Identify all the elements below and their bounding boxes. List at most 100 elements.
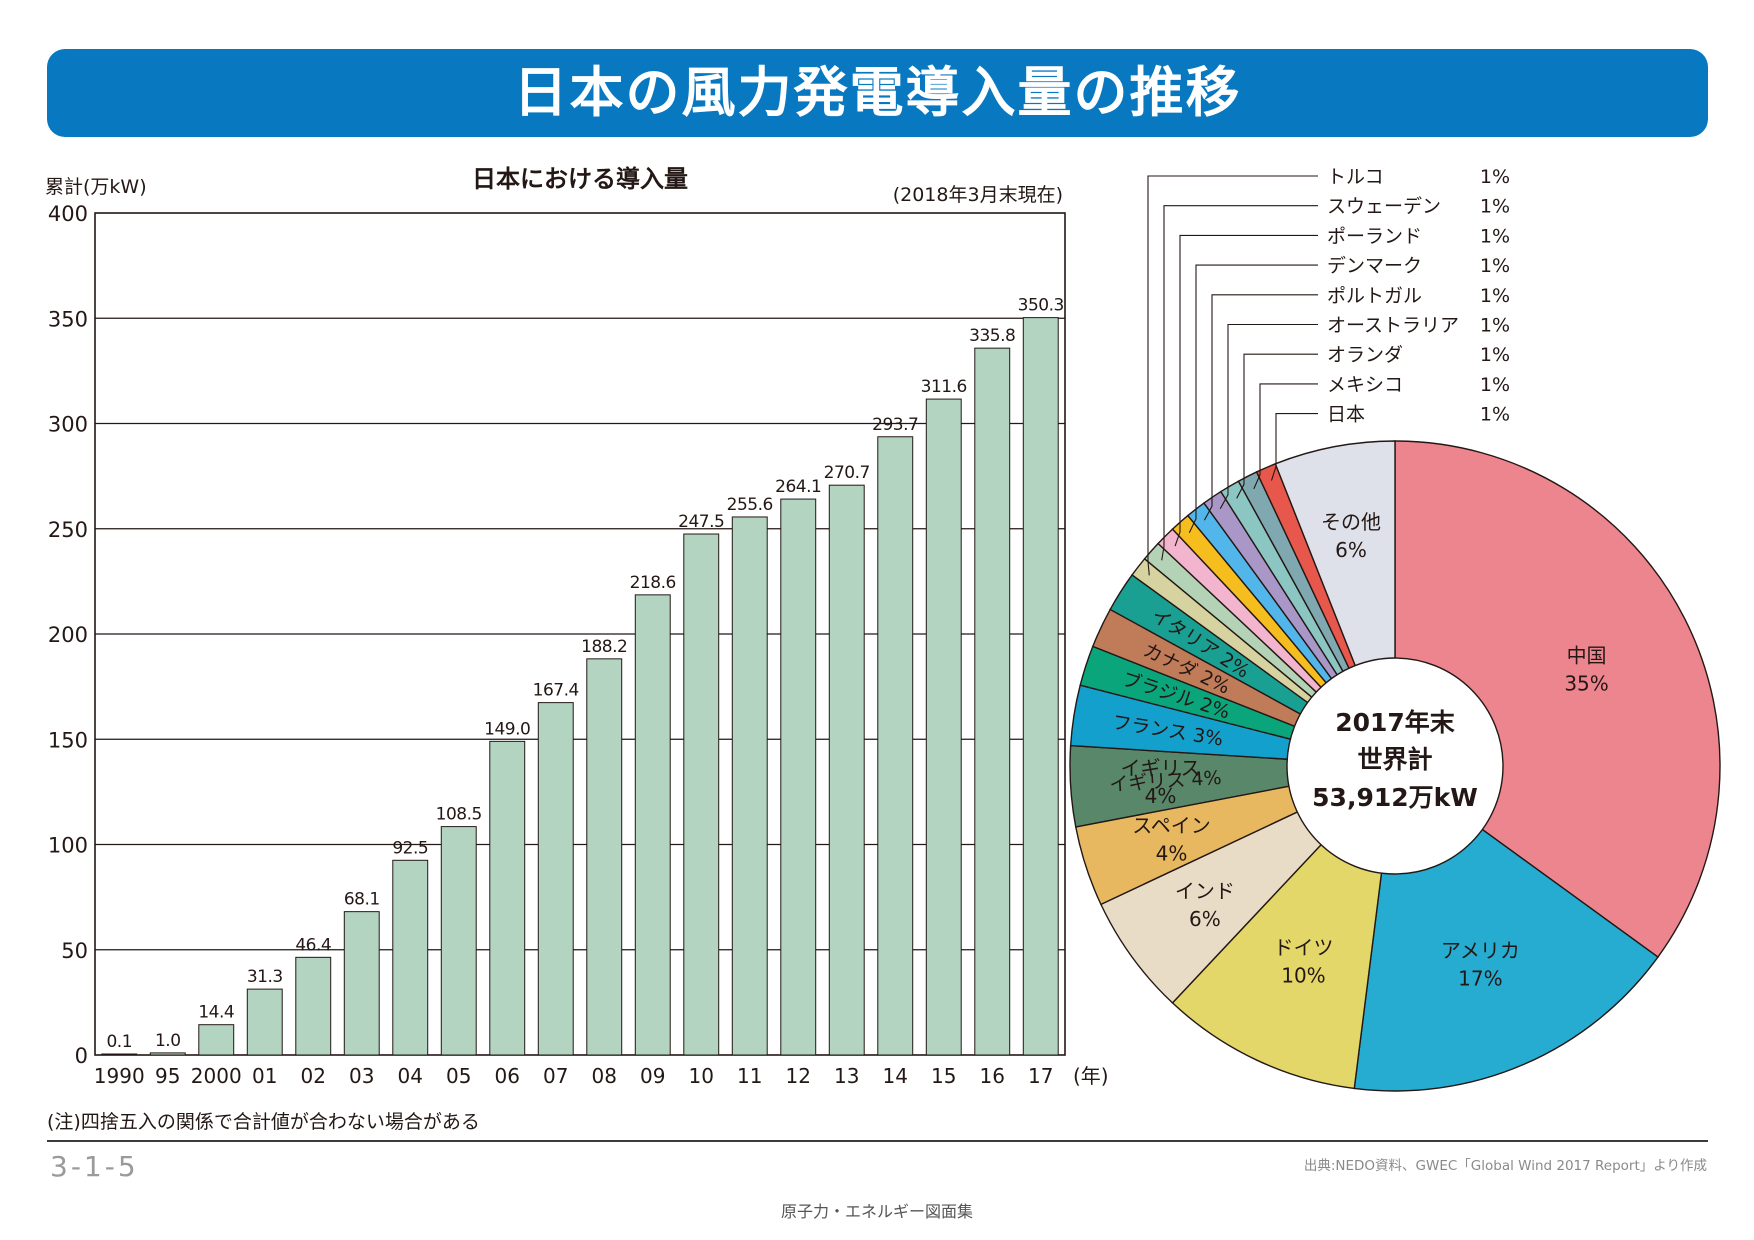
bar: [149, 1052, 186, 1056]
pie-slice-percent: 6%: [1189, 907, 1221, 931]
pie-slice-percent: 10%: [1281, 964, 1325, 988]
bar: [295, 956, 332, 1056]
page-title: 日本の風力発電導入量の推移: [513, 61, 1242, 124]
bar: [634, 594, 671, 1056]
pie-legend-label: メキシコ: [1327, 374, 1403, 396]
pie-slice-label: スペイン: [1132, 814, 1211, 838]
y-axis-title: 累計(万kW): [45, 176, 147, 198]
pie-slice-label: 中国: [1567, 643, 1607, 667]
footer-divider: [47, 1140, 1708, 1142]
pie-slice-percent: 4%: [1145, 784, 1177, 808]
bar-value-label: 68.1: [344, 890, 380, 910]
bar-value-label: 350.3: [1018, 296, 1064, 316]
pie-slice-label: その他: [1321, 510, 1381, 534]
x-tick-label: 17: [1028, 1064, 1053, 1088]
bar: [731, 516, 768, 1056]
pie-leader-line: [1253, 383, 1318, 490]
pie-legend-label: オーストラリア: [1327, 315, 1459, 337]
bar-value-label: 311.6: [921, 377, 967, 397]
pie-legend-percent: 1%: [1480, 225, 1510, 247]
x-tick-label: 95: [155, 1064, 180, 1088]
x-tick-label: 12: [786, 1064, 811, 1088]
bar-value-label: 270.7: [824, 463, 870, 483]
pie-legend-label: ポルトガル: [1327, 285, 1422, 307]
bar: [683, 533, 720, 1056]
pie-legend-percent: 1%: [1480, 374, 1510, 396]
y-tick-label: 0: [75, 1044, 88, 1068]
y-tick-label: 200: [48, 623, 88, 647]
pie-slice-label: アメリカ: [1441, 938, 1520, 962]
pie-slice-percent: 35%: [1564, 671, 1608, 695]
bar: [780, 498, 817, 1056]
pie-legend-percent: 1%: [1480, 344, 1510, 366]
plot-frame: [94, 212, 1066, 1056]
y-tick-label: 300: [48, 413, 88, 437]
bar: [586, 658, 623, 1056]
bar-chart-title: 日本における導入量: [472, 165, 688, 193]
x-tick-label: 16: [980, 1064, 1005, 1088]
pie-center-line2: 世界計: [1357, 745, 1432, 774]
bar: [877, 436, 914, 1056]
x-tick-label: 11: [737, 1064, 762, 1088]
pie-legend-label: スウェーデン: [1327, 196, 1441, 218]
bar-value-label: 218.6: [630, 573, 676, 593]
pie-slice: [1394, 440, 1721, 959]
bar: [101, 1053, 138, 1056]
x-tick-label: 03: [349, 1064, 374, 1088]
y-tick-label: 150: [48, 728, 88, 752]
pie-center-line3: 53,912万kW: [1312, 783, 1478, 812]
pie-slice-label: ドイツ: [1273, 936, 1333, 960]
x-tick-label: 02: [301, 1064, 326, 1088]
pie-legend-label: 日本: [1327, 404, 1365, 426]
pie-leader-line: [1236, 353, 1318, 499]
pie-leader-line: [1188, 264, 1318, 533]
pie-legend-label: トルコ: [1327, 166, 1384, 188]
bar: [392, 859, 429, 1056]
pie-slice-percent: 17%: [1458, 966, 1502, 990]
pie-slice-percent: 4%: [1156, 842, 1188, 866]
pie-leader-line: [1219, 323, 1318, 510]
bar: [537, 702, 574, 1056]
bar-value-label: 335.8: [969, 326, 1015, 346]
bar-value-label: 188.2: [581, 637, 627, 657]
title-banner: 日本の風力発電導入量の推移: [47, 49, 1708, 137]
pie-legend-label: デンマーク: [1327, 255, 1422, 277]
pie-leader-line: [1147, 175, 1318, 576]
pie-legend-percent: 1%: [1480, 315, 1510, 337]
pie-center-line1: 2017年末: [1335, 708, 1455, 737]
bar: [440, 826, 477, 1056]
pie-leader-line: [1270, 413, 1318, 481]
x-tick-label: 08: [592, 1064, 617, 1088]
page-code: 3-1-5: [50, 1150, 139, 1183]
bar: [828, 484, 865, 1056]
pie-slice-label: インド: [1175, 879, 1235, 903]
x-tick-label: 05: [446, 1064, 471, 1088]
bar: [489, 740, 526, 1056]
bar-value-label: 14.4: [198, 1003, 234, 1023]
pie-legend-percent: 1%: [1480, 255, 1510, 277]
pie-leader-line: [1161, 205, 1318, 561]
x-axis-unit: (年): [1073, 1064, 1109, 1088]
bar-value-label: 167.4: [533, 681, 579, 701]
x-tick-label: 14: [883, 1064, 908, 1088]
bar: [198, 1024, 235, 1056]
x-tick-label: 13: [834, 1064, 859, 1088]
bar-value-label: 149.0: [484, 719, 530, 739]
y-tick-label: 350: [48, 307, 88, 331]
y-tick-label: 100: [48, 834, 88, 858]
bar-value-label: 108.5: [436, 805, 482, 825]
pie-legend-label: ポーランド: [1327, 225, 1422, 247]
bar-value-label: 0.1: [106, 1032, 132, 1052]
pie-center-hole: [1286, 657, 1504, 875]
footnote: (注)四捨五入の関係で合計値が合わない場合がある: [47, 1111, 480, 1133]
pie-legend-percent: 1%: [1480, 166, 1510, 188]
bar-value-label: 1.0: [155, 1031, 181, 1051]
bar-value-label: 92.5: [392, 838, 428, 858]
pie-leader-line: [1203, 294, 1318, 521]
x-tick-label: 09: [640, 1064, 665, 1088]
x-tick-label: 07: [543, 1064, 568, 1088]
bar: [343, 911, 380, 1056]
pie-legend-percent: 1%: [1480, 404, 1510, 426]
x-tick-label: 2000: [191, 1064, 242, 1088]
